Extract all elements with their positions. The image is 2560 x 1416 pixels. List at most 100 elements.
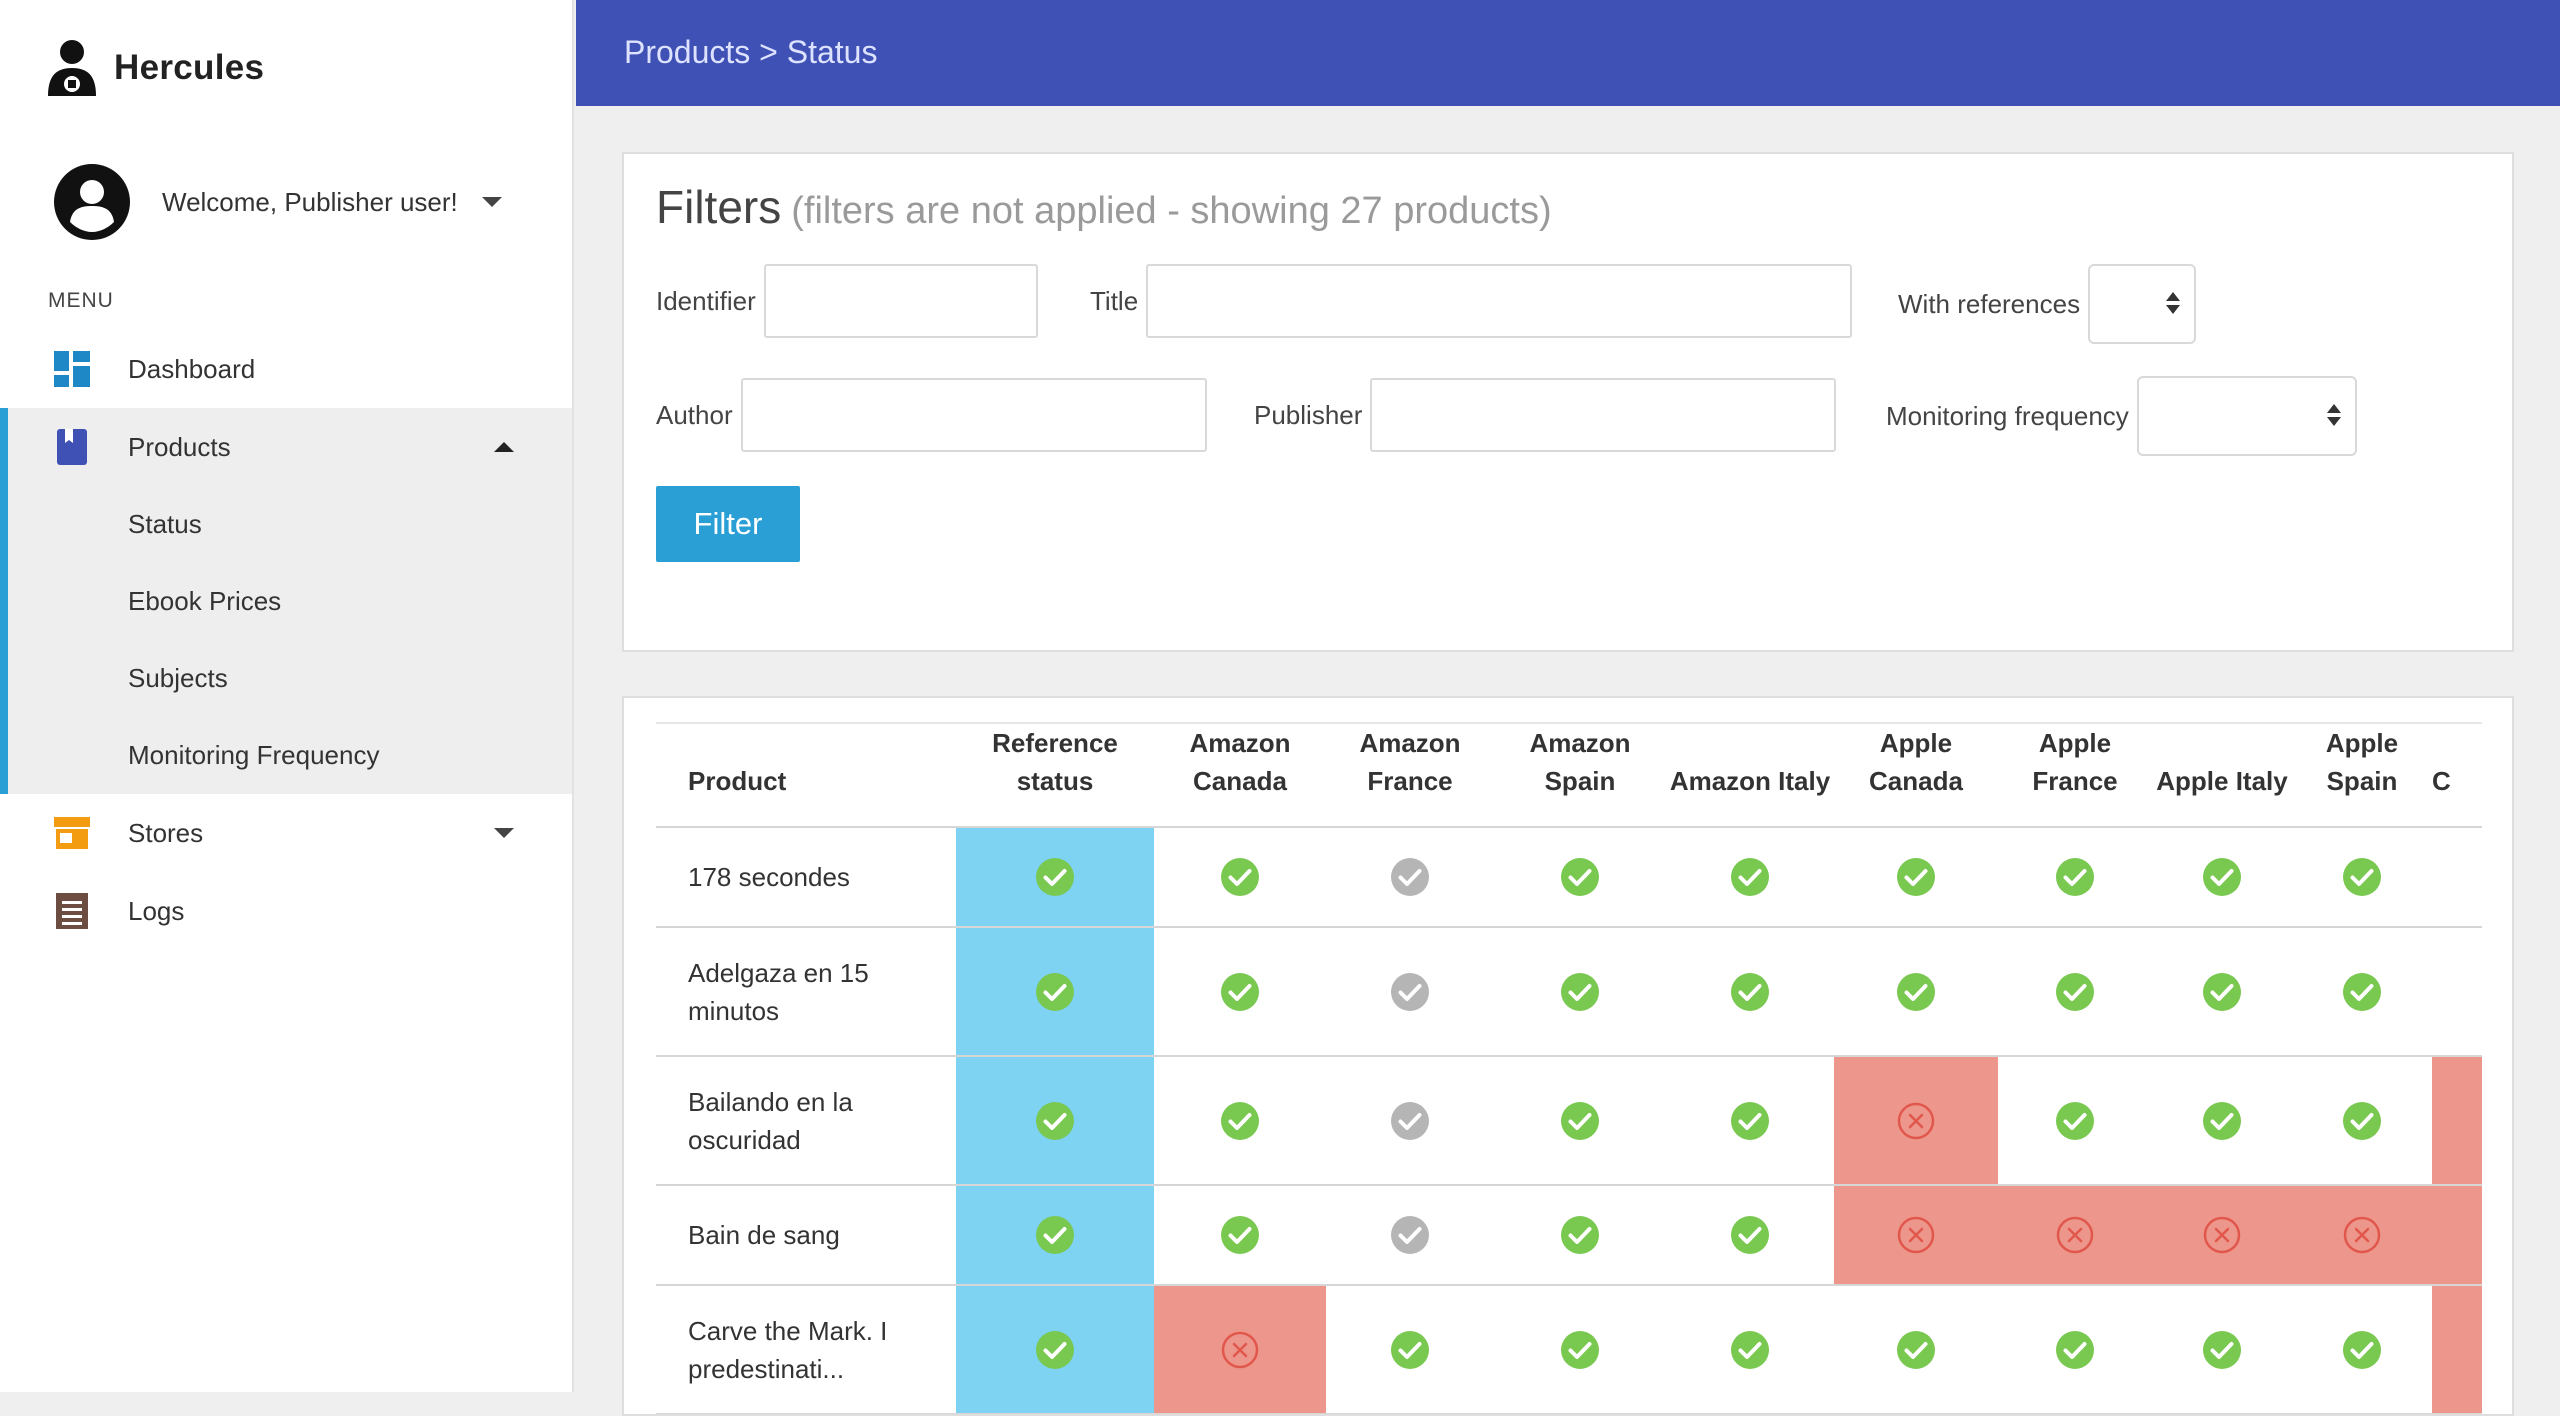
publisher-input[interactable]: [1370, 378, 1837, 452]
table-header: Product Reference status Amazon Canada A…: [656, 724, 2482, 828]
sidebar-subitem-subjects[interactable]: Subjects: [8, 640, 572, 717]
table-row[interactable]: Adelgaza en 15 minutos: [656, 927, 2482, 1057]
product-cell[interactable]: 178 secondes: [656, 827, 956, 928]
check-circle-icon: [1221, 858, 1259, 896]
user-menu[interactable]: Welcome, Publisher user!: [52, 162, 502, 242]
avatar-icon: [54, 164, 130, 240]
sidebar-subitem-ebook-prices[interactable]: Ebook Prices: [8, 563, 572, 640]
status-cell: [1666, 927, 1834, 1057]
product-cell[interactable]: Bain de sang: [656, 1185, 956, 1286]
author-field-group: Author: [656, 378, 1207, 452]
status-cell: [2432, 1185, 2482, 1286]
status-cell: [956, 1285, 1154, 1414]
status-cell: [1834, 1056, 1998, 1186]
check-circle-icon: [1561, 1330, 1599, 1369]
with-references-field-group: With references: [1898, 264, 2197, 344]
check-circle-icon: [1221, 972, 1259, 1011]
column-header[interactable]: Product: [656, 724, 956, 828]
column-header[interactable]: Amazon Italy: [1666, 724, 1834, 828]
breadcrumb: Products > Status: [624, 34, 878, 70]
status-cell: [956, 827, 1154, 928]
check-circle-icon: [1897, 1330, 1935, 1369]
product-cell[interactable]: Carve the Mark. I predestinati...: [656, 1285, 956, 1414]
sidebar-item-stores[interactable]: Stores: [0, 794, 572, 872]
title-input[interactable]: [1146, 264, 1853, 338]
column-header[interactable]: Apple Spain: [2292, 724, 2432, 828]
with-references-label: With references: [1898, 288, 2081, 319]
store-icon: [54, 817, 90, 849]
identifier-field-group: Identifier: [656, 264, 1038, 338]
filters-heading: Filters (filters are not applied - showin…: [656, 180, 1552, 234]
identifier-input[interactable]: [763, 264, 1038, 338]
check-circle-icon: [2343, 972, 2381, 1011]
column-header[interactable]: Reference status: [956, 724, 1154, 828]
check-circle-icon: [1731, 1101, 1769, 1140]
status-cell: [1834, 827, 1998, 928]
status-cell: [1998, 1285, 2152, 1414]
sidebar-item-dashboard[interactable]: Dashboard: [0, 330, 572, 408]
column-header[interactable]: Amazon Spain: [1494, 724, 1666, 828]
chevron-down-icon[interactable]: [481, 197, 502, 207]
column-header[interactable]: C: [2432, 724, 2482, 828]
sidebar-item-products[interactable]: Products: [8, 408, 572, 486]
sidebar-subitem-label: Ebook Prices: [128, 586, 282, 616]
status-cell: [1834, 1285, 1998, 1414]
sidebar-subitem-monitoring-frequency[interactable]: Monitoring Frequency: [8, 717, 572, 794]
error-circle-icon: [1221, 1331, 1259, 1368]
column-header[interactable]: Amazon Canada: [1154, 724, 1326, 828]
status-cell: [1326, 1185, 1494, 1286]
status-cell: [1154, 1185, 1326, 1286]
sidebar-group-products: Products Status Ebook Prices Subjects Mo…: [0, 408, 572, 794]
chevron-down-icon[interactable]: [494, 828, 514, 838]
identifier-label: Identifier: [656, 285, 756, 316]
author-input[interactable]: [740, 378, 1207, 452]
check-circle-icon: [1731, 858, 1769, 896]
status-cell: [1666, 827, 1834, 928]
table-row[interactable]: Bain de sang: [656, 1185, 2482, 1286]
menu-heading: MENU: [48, 289, 114, 312]
sidebar-subitem-label: Status: [128, 509, 202, 539]
column-header[interactable]: Amazon France: [1326, 724, 1494, 828]
chevron-up-icon[interactable]: [494, 442, 514, 452]
check-circle-icon: [2203, 972, 2241, 1011]
check-circle-icon: [2203, 1330, 2241, 1369]
status-cell: [1326, 927, 1494, 1057]
status-cell: [1998, 1056, 2152, 1186]
column-header[interactable]: Apple France: [1998, 724, 2152, 828]
status-cell: [1154, 827, 1326, 928]
check-circle-icon: [2203, 858, 2241, 896]
filter-button[interactable]: Filter: [656, 486, 800, 562]
column-header[interactable]: Apple Italy: [2152, 724, 2292, 828]
check-circle-icon: [1561, 972, 1599, 1011]
monitoring-frequency-label: Monitoring frequency: [1886, 400, 2129, 431]
sidebar-subitem-status[interactable]: Status: [8, 486, 572, 563]
status-cell: [1666, 1056, 1834, 1186]
sidebar-item-logs[interactable]: Logs: [0, 872, 572, 950]
status-cell: [2432, 927, 2482, 1057]
brand-logo[interactable]: Hercules: [44, 38, 264, 98]
monitoring-frequency-select[interactable]: [2136, 376, 2357, 456]
check-circle-icon: [2343, 1330, 2381, 1369]
book-icon: [57, 429, 87, 465]
product-cell[interactable]: Adelgaza en 15 minutos: [656, 927, 956, 1057]
status-cell: [1494, 1056, 1666, 1186]
monitoring-frequency-field-group: Monitoring frequency: [1886, 376, 2357, 456]
check-circle-icon: [1221, 1216, 1259, 1254]
table-row[interactable]: Bailando en la oscuridad: [656, 1056, 2482, 1186]
status-cell: [1998, 1185, 2152, 1286]
status-cell: [2292, 1285, 2432, 1414]
status-cell: [2292, 1056, 2432, 1186]
error-circle-icon: [2203, 1216, 2241, 1254]
error-circle-icon: [2056, 1216, 2094, 1254]
product-cell[interactable]: Bailando en la oscuridad: [656, 1056, 956, 1186]
status-cell: [1154, 1056, 1326, 1186]
dashboard-icon: [54, 351, 90, 387]
table-row[interactable]: 178 secondes: [656, 827, 2482, 928]
table-row[interactable]: Carve the Mark. I predestinati...: [656, 1285, 2482, 1414]
with-references-select[interactable]: [2088, 264, 2197, 344]
check-circle-icon: [2056, 1330, 2094, 1369]
check-circle-icon: [1221, 1101, 1259, 1140]
status-cell: [2152, 1056, 2292, 1186]
check-circle-icon: [1731, 1330, 1769, 1369]
column-header[interactable]: Apple Canada: [1834, 724, 1998, 828]
